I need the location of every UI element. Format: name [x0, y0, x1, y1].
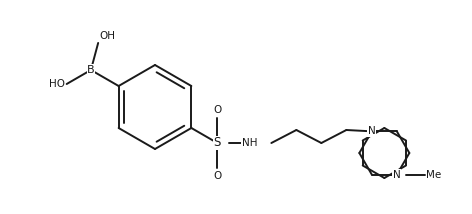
Text: N: N: [393, 170, 401, 180]
Text: N: N: [368, 126, 376, 136]
Text: Me: Me: [426, 170, 441, 180]
Text: S: S: [214, 137, 221, 150]
Text: B: B: [87, 65, 95, 75]
Text: HO: HO: [49, 79, 65, 89]
Text: NH: NH: [242, 138, 257, 148]
Text: OH: OH: [99, 31, 115, 41]
Text: O: O: [213, 105, 221, 115]
Text: O: O: [213, 171, 221, 181]
